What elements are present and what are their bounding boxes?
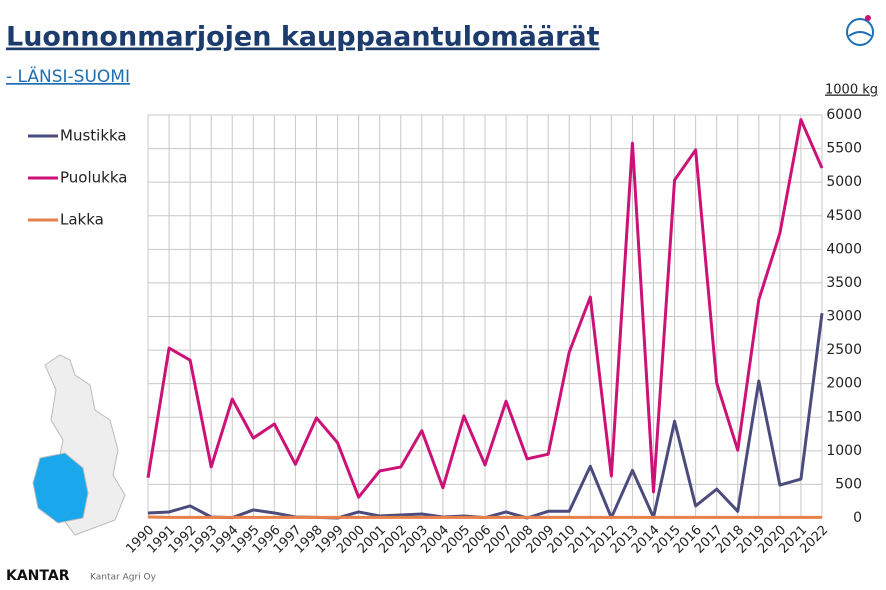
y-tick-label: 6000 xyxy=(826,107,862,123)
y-tick-label: 5000 xyxy=(826,174,862,190)
legend-label: Lakka xyxy=(60,211,104,229)
y-tick-label: 1500 xyxy=(826,409,862,425)
y-tick-label: 4000 xyxy=(826,241,862,257)
y-tick-label: 0 xyxy=(853,510,862,526)
footer-brand: KANTAR xyxy=(6,568,70,584)
y-tick-label: 2000 xyxy=(826,376,862,392)
chart-subtitle: - LÄNSI-SUOMI xyxy=(6,66,130,87)
y-tick-label: 5500 xyxy=(826,141,862,157)
y-tick-label: 3000 xyxy=(826,309,862,325)
y-tick-label: 3500 xyxy=(826,275,862,291)
chart-title: Luonnonmarjojen kauppaantulomäärät xyxy=(6,22,600,53)
legend-label: Puolukka xyxy=(60,169,127,187)
legend-label: Mustikka xyxy=(60,127,127,145)
footer-company: Kantar Agri Oy xyxy=(90,573,157,583)
y-tick-label: 4500 xyxy=(826,208,862,224)
y-tick-label: 1000 xyxy=(826,443,862,459)
y-tick-label: 2500 xyxy=(826,342,862,358)
y-axis-label: 1000 kg xyxy=(825,83,878,98)
y-tick-label: 500 xyxy=(835,476,862,492)
